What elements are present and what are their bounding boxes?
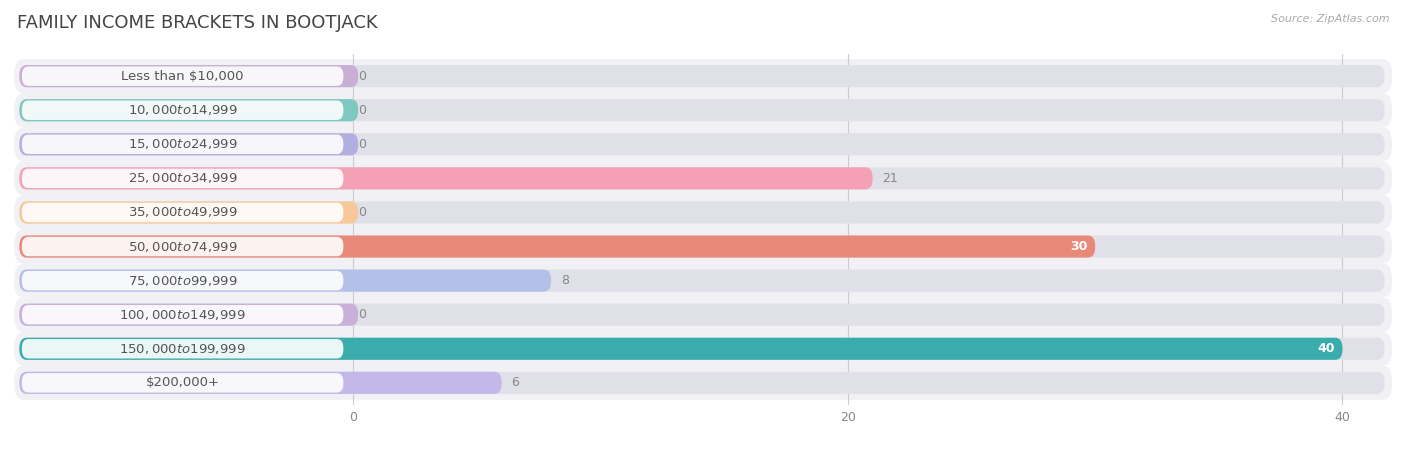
- FancyBboxPatch shape: [14, 162, 1392, 195]
- FancyBboxPatch shape: [20, 133, 359, 155]
- FancyBboxPatch shape: [14, 264, 1392, 297]
- FancyBboxPatch shape: [20, 304, 359, 326]
- FancyBboxPatch shape: [20, 338, 1343, 360]
- FancyBboxPatch shape: [20, 372, 1385, 394]
- FancyBboxPatch shape: [20, 372, 502, 394]
- FancyBboxPatch shape: [14, 332, 1392, 366]
- Text: $10,000 to $14,999: $10,000 to $14,999: [128, 103, 238, 117]
- Text: 0: 0: [359, 104, 366, 117]
- FancyBboxPatch shape: [20, 65, 1385, 87]
- FancyBboxPatch shape: [20, 99, 359, 122]
- Text: $15,000 to $24,999: $15,000 to $24,999: [128, 137, 238, 151]
- Text: Less than $10,000: Less than $10,000: [121, 70, 243, 83]
- Text: $200,000+: $200,000+: [146, 376, 219, 389]
- FancyBboxPatch shape: [22, 135, 343, 154]
- Text: $35,000 to $49,999: $35,000 to $49,999: [128, 206, 238, 220]
- FancyBboxPatch shape: [20, 235, 1095, 257]
- FancyBboxPatch shape: [22, 305, 343, 324]
- FancyBboxPatch shape: [20, 304, 1385, 326]
- FancyBboxPatch shape: [22, 203, 343, 222]
- FancyBboxPatch shape: [22, 271, 343, 290]
- FancyBboxPatch shape: [20, 167, 873, 189]
- Text: $25,000 to $34,999: $25,000 to $34,999: [128, 171, 238, 185]
- FancyBboxPatch shape: [20, 338, 1385, 360]
- FancyBboxPatch shape: [14, 297, 1392, 332]
- FancyBboxPatch shape: [14, 230, 1392, 264]
- FancyBboxPatch shape: [14, 127, 1392, 162]
- Text: 0: 0: [359, 308, 366, 321]
- Text: 40: 40: [1317, 342, 1336, 355]
- FancyBboxPatch shape: [20, 99, 1385, 122]
- FancyBboxPatch shape: [20, 65, 359, 87]
- Text: 8: 8: [561, 274, 569, 287]
- FancyBboxPatch shape: [20, 235, 1385, 257]
- FancyBboxPatch shape: [20, 167, 1385, 189]
- FancyBboxPatch shape: [22, 237, 343, 256]
- FancyBboxPatch shape: [14, 93, 1392, 127]
- Text: 6: 6: [512, 376, 519, 389]
- FancyBboxPatch shape: [14, 195, 1392, 230]
- Text: $150,000 to $199,999: $150,000 to $199,999: [120, 342, 246, 356]
- Text: 21: 21: [883, 172, 898, 185]
- FancyBboxPatch shape: [20, 202, 359, 224]
- Text: 0: 0: [359, 206, 366, 219]
- Text: $100,000 to $149,999: $100,000 to $149,999: [120, 308, 246, 322]
- Text: 0: 0: [359, 70, 366, 83]
- FancyBboxPatch shape: [22, 373, 343, 392]
- Text: Source: ZipAtlas.com: Source: ZipAtlas.com: [1271, 14, 1389, 23]
- FancyBboxPatch shape: [22, 339, 343, 359]
- FancyBboxPatch shape: [22, 67, 343, 86]
- FancyBboxPatch shape: [14, 59, 1392, 93]
- FancyBboxPatch shape: [20, 202, 1385, 224]
- FancyBboxPatch shape: [22, 100, 343, 120]
- FancyBboxPatch shape: [20, 133, 1385, 155]
- FancyBboxPatch shape: [14, 366, 1392, 400]
- Text: 30: 30: [1070, 240, 1088, 253]
- Text: $75,000 to $99,999: $75,000 to $99,999: [128, 274, 238, 288]
- FancyBboxPatch shape: [22, 169, 343, 188]
- FancyBboxPatch shape: [20, 270, 1385, 292]
- Text: 0: 0: [359, 138, 366, 151]
- Text: $50,000 to $74,999: $50,000 to $74,999: [128, 239, 238, 253]
- Text: FAMILY INCOME BRACKETS IN BOOTJACK: FAMILY INCOME BRACKETS IN BOOTJACK: [17, 14, 377, 32]
- FancyBboxPatch shape: [20, 270, 551, 292]
